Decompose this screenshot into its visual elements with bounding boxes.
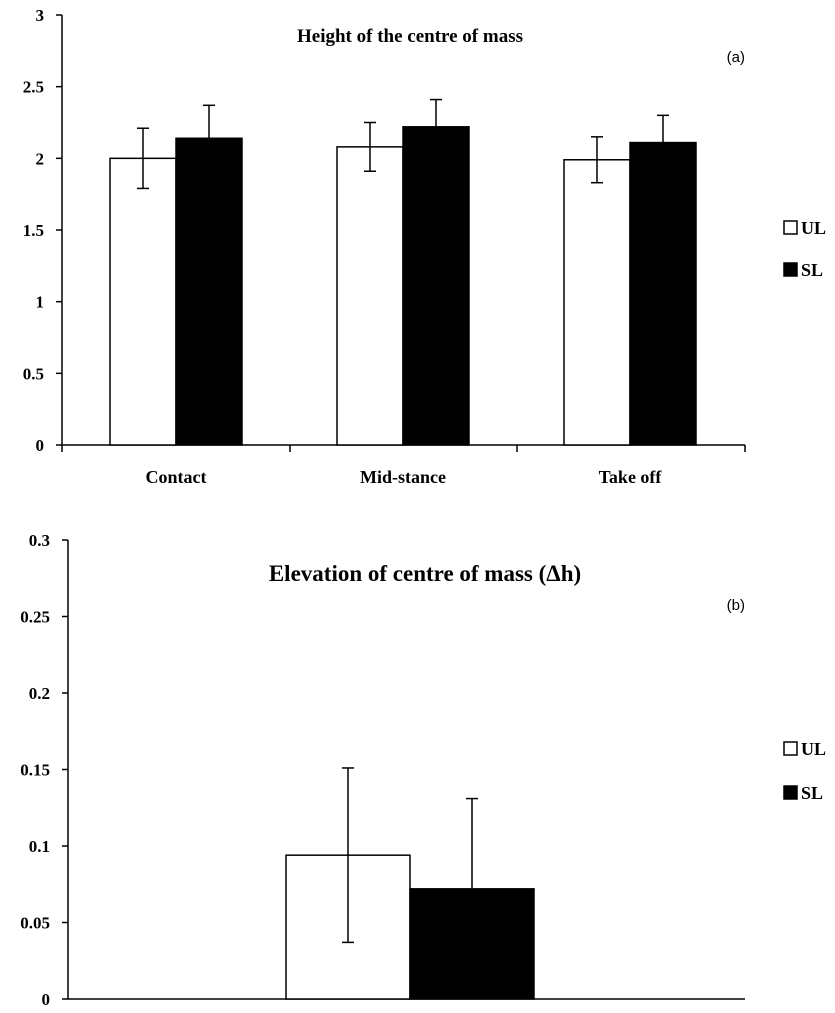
- chart-title-a: Height of the centre of mass: [297, 26, 523, 47]
- legend-a: UL SL: [783, 218, 826, 280]
- x-category-label-a: Take off: [599, 467, 663, 487]
- legend-label-ul: UL: [801, 218, 826, 238]
- chart-title-b: Elevation of centre of mass (Δh): [269, 561, 581, 586]
- legend-swatch-sl: [783, 262, 798, 277]
- y-tick-label-b: 0.05: [20, 914, 50, 933]
- bar-sl-a: [629, 141, 697, 446]
- legend-label-ul: UL: [801, 739, 826, 759]
- y-tick-label-a: 0.5: [23, 364, 44, 383]
- y-tick-label-b: 0.1: [29, 837, 50, 856]
- bar-ul-a: [336, 146, 404, 446]
- x-category-label-a: Mid-stance: [360, 467, 446, 487]
- legend-swatch-ul: [783, 220, 798, 235]
- panel-label-b: (b): [727, 597, 745, 614]
- legend-swatch-ul: [783, 741, 798, 756]
- y-tick-label-a: 2: [36, 149, 45, 168]
- y-tick-label-b: 0.2: [29, 684, 50, 703]
- bar-ul-a: [563, 159, 631, 446]
- legend-swatch-sl: [783, 785, 798, 800]
- panel-label-a: (a): [727, 49, 745, 66]
- y-tick-label-a: 1.5: [23, 221, 44, 240]
- legend-label-sl: SL: [801, 260, 823, 280]
- y-tick-label-b: 0.3: [29, 531, 50, 550]
- y-tick-label-b: 0.15: [20, 761, 50, 780]
- bar-sl-a: [175, 137, 243, 446]
- y-tick-label-b: 0: [42, 990, 51, 1009]
- legend-label-sl: SL: [801, 783, 823, 803]
- bar-sl-a: [402, 126, 470, 446]
- y-tick-label-a: 2.5: [23, 78, 44, 97]
- bar-ul-a: [109, 157, 177, 446]
- x-category-label-a: Contact: [146, 467, 207, 487]
- y-tick-label-a: 0: [36, 436, 45, 455]
- y-tick-label-a: 1: [36, 293, 45, 312]
- chart-panel-b: Elevation of centre of mass (Δh) (b) UL S…: [20, 531, 826, 1009]
- y-tick-label-a: 3: [36, 6, 45, 25]
- legend-b: UL SL: [783, 739, 826, 803]
- chart-panel-a: Height of the centre of mass (a) UL SL 0 0…: [23, 6, 826, 487]
- y-tick-label-b: 0.25: [20, 608, 50, 627]
